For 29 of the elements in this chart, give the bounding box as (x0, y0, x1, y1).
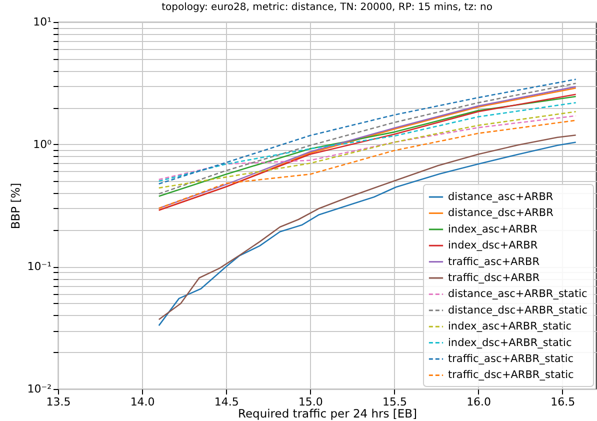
y-tick-label: 10⁻¹ (27, 260, 52, 274)
chart-title: topology: euro28, metric: distance, TN: 20000, RP: 15 mins, tz: no (162, 2, 492, 13)
legend-label: distance_dsc+ARBR_static (448, 304, 588, 316)
legend-label: distance_dsc+ARBR (448, 207, 554, 220)
x-tick-label: 14.5 (214, 396, 239, 408)
x-tick-label: 15.0 (298, 396, 323, 408)
x-tick-label: 13.5 (46, 396, 71, 408)
legend-label: distance_asc+ARBR (448, 191, 554, 203)
legend-label: traffic_asc+ARBR (448, 256, 540, 268)
y-tick-label: 10⁰ (33, 138, 52, 151)
legend-label: index_dsc+ARBR_static (448, 336, 572, 349)
x-tick-label: 16.0 (466, 396, 492, 408)
y-axis-title: BBP [%] (8, 182, 22, 230)
legend-label: index_asc+ARBR_static (448, 320, 572, 333)
x-axis-title: Required traffic per 24 hrs [EB] (238, 406, 418, 420)
legend-label: index_dsc+ARBR (448, 240, 538, 252)
x-tick-label: 16.5 (550, 396, 576, 408)
x-tick-label: 15.5 (382, 396, 407, 408)
line-series (158, 115, 576, 180)
legend-label: traffic_dsc+ARBR (448, 272, 540, 284)
legend-label: index_asc+ARBR (448, 223, 538, 236)
line-series (158, 111, 576, 189)
legend-label: traffic_asc+ARBR_static (448, 353, 574, 365)
legend-label: traffic_dsc+ARBR_static (448, 369, 574, 382)
legend-label: distance_asc+ARBR_static (448, 288, 588, 300)
y-tick-label: 10¹ (33, 16, 52, 28)
y-tick-label: 10⁻² (27, 382, 52, 396)
x-tick-label: 14.0 (130, 396, 155, 408)
line-series (158, 102, 576, 182)
